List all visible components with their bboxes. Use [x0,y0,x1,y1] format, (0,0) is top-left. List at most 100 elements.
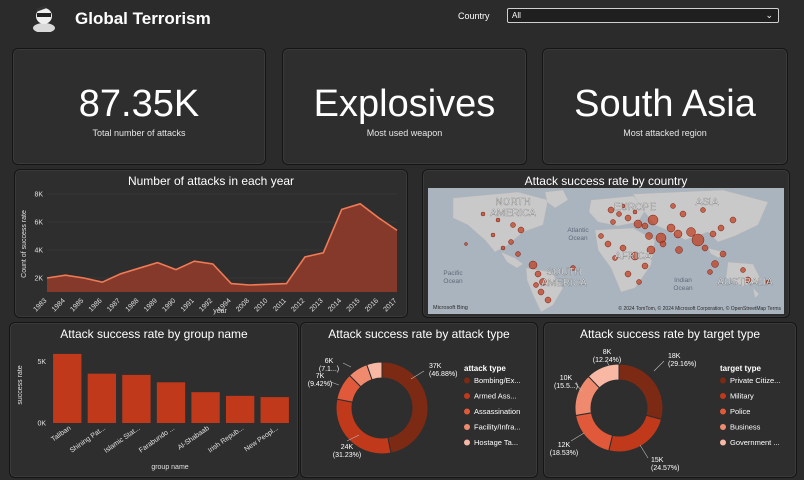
leader-line [342,362,352,368]
map-bubble [641,222,649,230]
map-region-label: AFRICA [615,251,652,262]
target-type-panel: Attack success rate by target type 18K (2… [543,322,797,478]
data-label: 24K [341,444,354,451]
panel-title: Attack success rate by target type [579,327,761,341]
legend-swatch [464,439,470,446]
map-bubble [517,226,525,234]
x-tick-label: 2010 [254,297,270,313]
x-tick-label: 1986 [88,297,104,313]
legend-swatch [720,393,726,399]
x-tick-label: 1990 [161,297,177,313]
map-bubble [528,260,538,270]
map-bubble [719,250,727,258]
y-tick-label: 2K [34,276,43,283]
map-bubble [620,203,626,209]
map-bubble [508,239,514,245]
legend-swatch [720,439,726,446]
map-ocean-label: Pacific [443,270,463,277]
bar [122,374,151,423]
data-label: (12.24%) [593,357,621,364]
bar [225,395,255,423]
data-label: 37K [429,363,442,370]
map-bubble [645,232,653,240]
map-region-label: AMERICA [490,208,536,219]
map-bubble [537,288,545,296]
country-filter-dropdown[interactable]: All ⌄ [507,8,779,23]
map-bubble [534,270,542,278]
leader-line [606,361,611,368]
data-label: (18.53%) [550,450,578,457]
legend-swatch [464,393,470,399]
donut-slice [608,414,663,453]
map-bubble [495,217,501,223]
map-bubble [490,232,496,238]
legend-item: Police [730,407,750,416]
donut-slice [587,363,620,389]
map-bubble [607,206,615,214]
y-tick-label: 5K [37,359,46,366]
target-type-donut[interactable]: 18K(29.16%) 15K(24.57%) 12K(18.53%) 10K(15.… [544,323,796,477]
y-tick-label: 4K [34,248,43,255]
legend-item: Armed Ass... [474,392,517,401]
y-axis-label: Count of success rate [21,210,28,278]
x-tick-label: Taliban [50,425,72,444]
map-region-label: ASIA [696,197,719,208]
map-region-label: NORTH [495,197,530,208]
kpi-card-region: South Asia Most attacked region [542,48,788,165]
map-bubble [624,214,632,222]
map-bing-logo: Microsoft Bing [433,305,468,311]
leader-line [346,434,360,442]
map-bubble [729,216,737,224]
map-ocean-label: Ocean [443,278,463,285]
legend-item: Hostage Ta... [474,438,518,447]
legend-swatch [720,377,726,384]
x-tick-label: 2012 [290,297,306,313]
map-bubble [691,233,705,247]
logo-icon [30,4,58,33]
map-bubble [612,255,618,261]
x-tick-label: 1989 [143,297,159,313]
legend-swatch [464,424,470,430]
panel-title: Number of attacks in each year [127,174,295,188]
kpi-card-weapon: Explosives Most used weapon [282,48,527,165]
map-bubble [740,267,746,273]
leader-line [639,444,649,459]
map-landmass [752,287,760,299]
donut-slice [366,361,383,381]
data-label: (46.88%) [429,371,457,378]
map-bubble [666,223,676,233]
map-bubble [717,224,725,232]
year-area-chart[interactable]: 2K 4K 6K 8K 1983 1984 1985 1986 1987 1988 1989 1990… [15,170,407,317]
x-tick-label: 1983 [32,297,48,313]
legend-item: Facility/Infra... [474,423,521,432]
map-landmass [725,261,762,287]
panel-title: Attack success rate by country [524,174,688,188]
legend-item: Business [730,423,761,432]
x-axis-label: group name [151,464,188,471]
legend-title: target type [720,364,761,373]
kpi-value: South Asia [574,83,756,125]
map-bubble [510,222,516,228]
data-label: (31.23%) [333,452,361,459]
map-bubble [700,207,706,213]
map-bubble [570,265,576,271]
data-label: (15.5...) [554,383,578,390]
line-series [46,202,398,286]
map-bubble [701,244,709,252]
map-bubble [533,282,539,288]
map-bubble [480,211,486,217]
data-label: 18K [668,353,681,360]
x-tick-label: 2011 [272,297,288,313]
x-tick-label: 1987 [106,297,122,313]
country-filter-label: Country [458,11,490,21]
attack-type-donut[interactable]: 37K(46.88%) 24K(31.23%) 7K(9.42%) 6K(7.1...… [301,323,537,477]
map-bubble [673,229,683,239]
year-chart-panel: Number of attacks in each year 2K 4K 6K 8K 1… [14,169,408,318]
legend-swatch [464,377,470,384]
x-tick-label: 1984 [51,297,67,313]
x-axis-label: year [213,308,227,315]
data-label: 15K [651,457,664,464]
map-bubble [646,245,656,255]
